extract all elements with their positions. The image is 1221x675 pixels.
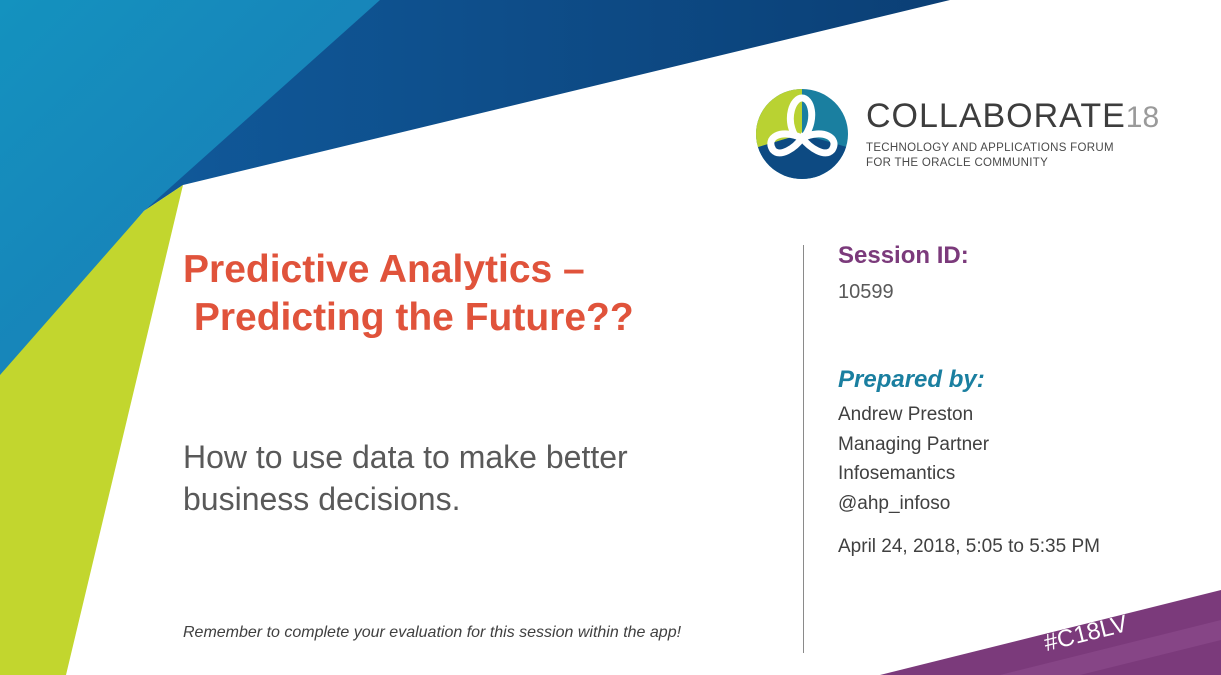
collaborate-logo-icon bbox=[756, 89, 848, 179]
prepared-by-label: Prepared by: bbox=[838, 366, 985, 393]
slide-title: Predictive Analytics – Predicting the Fu… bbox=[183, 248, 634, 339]
presenter-name: Andrew Preston bbox=[838, 404, 974, 425]
slide-subtitle: How to use data to make better business … bbox=[183, 439, 628, 517]
presenter-company: Infosemantics bbox=[838, 463, 956, 484]
session-id-value: 10599 bbox=[838, 281, 894, 303]
logo-tagline: TECHNOLOGY AND APPLICATIONS FORUM FOR THE… bbox=[866, 142, 1114, 169]
presenter-handle: @ahp_infoso bbox=[838, 492, 951, 514]
presenter-info: Andrew Preston Managing Partner Infosema… bbox=[838, 400, 989, 518]
divider bbox=[803, 245, 804, 653]
presenter-role: Managing Partner bbox=[838, 433, 990, 455]
evaluation-reminder: Remember to complete your evaluation for… bbox=[183, 624, 682, 641]
session-id-label: Session ID: bbox=[838, 242, 969, 269]
session-date-time: April 24, 2018, 5:05 to 5:35 PM bbox=[838, 536, 1100, 557]
logo-wordmark: COLLABORATE18 bbox=[866, 97, 1160, 135]
